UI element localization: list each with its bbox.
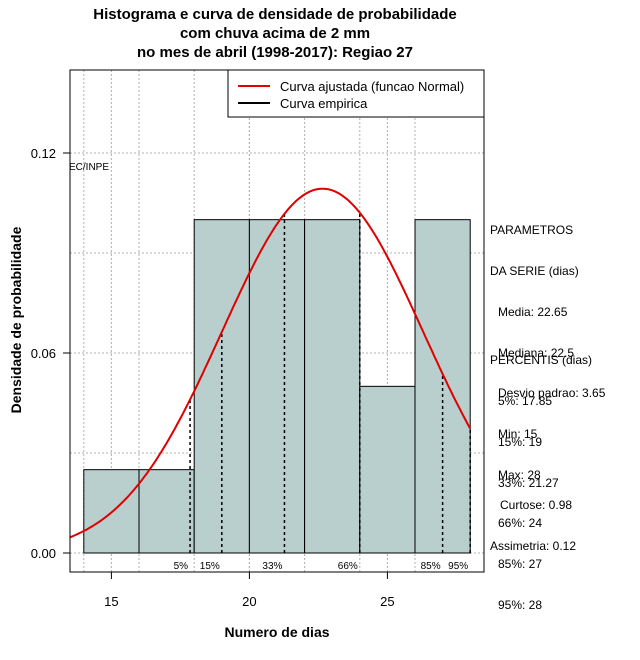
y-axis-label: Densidade de probabilidade (8, 226, 24, 414)
x-axis-label: Numero de dias (224, 624, 330, 640)
chart-title-line-2: com chuva acima de 2 mm (179, 25, 371, 42)
x-tick-label-20: 20 (242, 594, 256, 609)
chart-title-line-1: Histograma e curva de densidade de proba… (93, 6, 457, 23)
stat-assimetria: Assimetria: 0.12 (490, 538, 577, 553)
histogram-bar-6 (359, 385, 416, 554)
stats-panel: PARAMETROS DA SERIE (dias) Media: 22.65 … (490, 197, 605, 496)
y-tick-label-1: 0.06 (31, 346, 56, 361)
normal-fit-curve (69, 187, 472, 539)
stat-p5: 5%: 17.85 (498, 393, 553, 408)
stat-p33: 33%: 21.27 (498, 475, 559, 490)
percentis-panel: PERCENTIS (dias) 5%: 17.85 15%: 19 33%: … (490, 327, 592, 626)
histogram-bar-5 (304, 219, 361, 554)
legend-label-fit: Curva ajustada (funcao Normal) (280, 79, 464, 94)
y-tick-label-2: 0.12 (31, 146, 56, 161)
percentile-label-85: 85% (421, 561, 441, 572)
stat-p15: 15%: 19 (498, 434, 543, 449)
histogram-bar-4 (248, 219, 306, 554)
percentile-label-33: 33% (262, 561, 282, 572)
percentile-label-5: 5% (174, 561, 189, 572)
percentile-label-95: 95% (448, 561, 468, 572)
stat-p95: 95%: 28 (498, 597, 543, 612)
histogram-bar-2 (138, 469, 195, 554)
legend-box (227, 69, 485, 118)
percentis-header: PERCENTIS (dias) (490, 353, 593, 368)
stat-p85: 85%: 27 (498, 557, 543, 572)
stats-header-1: PARAMETROS (490, 223, 574, 238)
shape-panel: Curtose: 0.98 Assimetria: 0.12 (490, 472, 576, 567)
x-tick-label-15: 15 (104, 594, 118, 609)
x-tick-label-25: 25 (380, 594, 394, 609)
stat-p66: 66%: 24 (498, 516, 543, 531)
stats-header-2: DA SERIE (dias) (490, 263, 579, 278)
stat-curtose: Curtose: 0.98 (500, 498, 573, 513)
y-tick-label-0: 0.00 (31, 546, 56, 561)
stat-max: Max: 28 (498, 467, 541, 482)
watermark-text: EC/INPE (69, 162, 109, 173)
stat-desvio: Desvio padrao: 3.65 (498, 386, 606, 401)
chart-title-line-3: no mes de abril (1998-2017): Regiao 27 (137, 44, 413, 61)
percentile-label-15: 15% (200, 561, 220, 572)
stat-media: Media: 22.65 (498, 304, 568, 319)
stat-mediana: Mediana: 22.5 (498, 345, 575, 360)
legend-label-empirical: Curva empirica (280, 96, 368, 111)
stat-min: Min: 15 (498, 427, 538, 442)
percentile-label-66: 66% (338, 561, 358, 572)
